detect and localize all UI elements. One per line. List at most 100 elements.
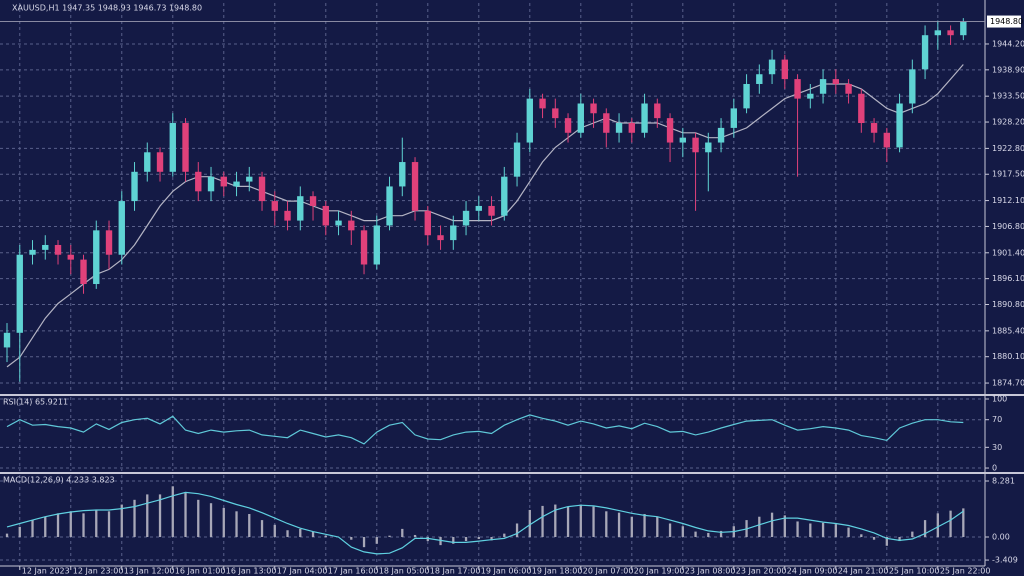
y-tick-label: 0.00 (992, 533, 1010, 542)
y-tick-label: 1885.40 (992, 326, 1024, 335)
candle-body (564, 118, 572, 133)
candle-body (246, 176, 253, 182)
histogram-bar (605, 511, 608, 538)
y-tick-label: 1944.20 (992, 39, 1024, 48)
histogram-bar (694, 531, 697, 538)
candle-body (105, 230, 113, 255)
candle-body (182, 123, 189, 172)
y-tick-label: 8.281 (992, 477, 1015, 486)
x-tick-label: 24 Jan 21:00 (838, 567, 889, 576)
candle-body (526, 98, 533, 143)
histogram-bar (758, 516, 761, 538)
candle-body (411, 162, 419, 211)
candle-body (271, 201, 278, 211)
candle-body (858, 93, 865, 124)
candle-body (577, 103, 584, 133)
candle-body (615, 123, 623, 133)
histogram-bar (515, 523, 519, 538)
histogram-bar (273, 524, 276, 538)
candle-body (539, 98, 546, 109)
histogram-bar (413, 534, 417, 538)
histogram-bar (541, 505, 544, 538)
candle-body (54, 244, 62, 255)
candle-body (373, 225, 380, 265)
candle-body (832, 79, 840, 84)
histogram-bar (401, 528, 404, 538)
y-tick-label: 1938.90 (992, 65, 1024, 74)
indicator-line (6, 491, 964, 555)
candle-body (220, 176, 227, 187)
y-tick-label: 1912.10 (992, 196, 1024, 205)
candle-body (322, 205, 329, 226)
x-tick-label: 18 Jan 05:00 (379, 567, 430, 576)
histogram-bar (248, 514, 251, 538)
histogram-bar (299, 528, 302, 538)
histogram-bar (69, 511, 72, 538)
candle-body (921, 35, 929, 70)
histogram-bar (949, 510, 952, 538)
candle-body (297, 196, 304, 221)
candle-body (717, 127, 725, 143)
indicator-line (6, 64, 964, 368)
candle-body (909, 69, 916, 104)
histogram-bar (770, 512, 774, 538)
histogram-bar (464, 537, 468, 542)
candle-body (654, 103, 661, 119)
histogram-bar (796, 521, 799, 538)
y-tick-label: 1917.50 (992, 170, 1024, 179)
histogram-bar (834, 524, 837, 538)
pane-title: XAUUSD,H1 1947.35 1948.93 1946.73 1948.8… (12, 4, 202, 13)
y-tick-label: 1928.20 (992, 118, 1024, 127)
candle-body (692, 137, 699, 153)
histogram-bar (439, 537, 442, 546)
candle-body (947, 30, 954, 36)
histogram-bar (885, 537, 888, 546)
histogram-bar (5, 533, 9, 538)
histogram-bar (197, 499, 200, 538)
indicator-line (6, 414, 964, 445)
candle-body (93, 230, 100, 285)
x-tick-label: 16 Jan 13:00 (226, 567, 277, 576)
histogram-bar (107, 511, 111, 538)
candle-body (845, 83, 852, 94)
x-tick-label: 17 Jan 16:00 (328, 567, 379, 576)
histogram-bar (860, 534, 863, 538)
histogram-bar (260, 520, 264, 538)
candle-body (424, 210, 431, 236)
x-tick-label: 12 Jan 23:00 (73, 567, 124, 576)
candle-body (628, 123, 635, 133)
candle-body (641, 103, 648, 133)
candle-body (603, 113, 610, 133)
histogram-bar (579, 504, 582, 538)
candle-body (335, 220, 342, 226)
histogram-bar (630, 516, 633, 538)
candle-body (462, 210, 470, 226)
histogram-bar (133, 499, 136, 538)
y-tick-label: 1890.80 (992, 300, 1024, 309)
candle-body (169, 123, 176, 172)
histogram-bar (847, 527, 850, 538)
histogram-bar (452, 537, 455, 544)
candle-body (705, 142, 712, 153)
candle-body (488, 205, 495, 216)
x-tick-label: 19 Jan 18:00 (532, 567, 583, 576)
candle-body (768, 59, 776, 75)
histogram-bar (503, 533, 506, 538)
candle-body (934, 30, 942, 36)
last-price-box (987, 15, 1021, 28)
x-tick-label: 20 Jan 07:00 (583, 567, 634, 576)
histogram-bar (528, 509, 531, 538)
candle-body (513, 142, 521, 177)
x-tick-label: 25 Jan 22:00 (940, 567, 991, 576)
histogram-bar (18, 526, 21, 538)
candle-body (3, 332, 11, 348)
x-tick-label: 18 Jan 17:00 (430, 567, 481, 576)
candle-body (870, 123, 878, 133)
candle-body (819, 79, 827, 94)
candle-body (156, 152, 164, 172)
candle-body (233, 181, 240, 187)
candle-body (118, 201, 125, 255)
histogram-bar (668, 523, 672, 538)
histogram-bar (146, 494, 149, 538)
